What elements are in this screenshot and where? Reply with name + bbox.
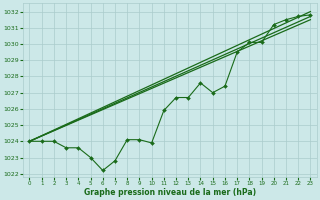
X-axis label: Graphe pression niveau de la mer (hPa): Graphe pression niveau de la mer (hPa) — [84, 188, 256, 197]
